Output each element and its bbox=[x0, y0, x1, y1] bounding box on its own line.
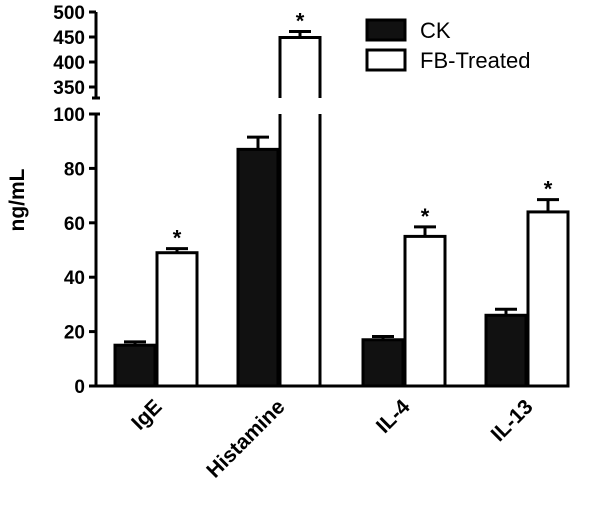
legend-swatch-FB-Treated bbox=[365, 48, 407, 72]
x-tick-label-IL-4: IL-4 bbox=[372, 395, 415, 438]
y-tick-label-400: 400 bbox=[53, 53, 85, 74]
x-tick-label-IL-13: IL-13 bbox=[487, 395, 538, 446]
bar-group-IL-4-CK bbox=[361, 334, 405, 388]
legend: CK FB-Treated bbox=[365, 18, 530, 73]
legend-label-CK: CK bbox=[420, 18, 451, 43]
bar-IL-13-FB-Treated bbox=[526, 210, 570, 388]
significance-star-IgE: * bbox=[173, 226, 182, 251]
bar-Histamine-FB-Treated-upper-fill bbox=[280, 37, 320, 98]
y-tick-label-80: 80 bbox=[64, 159, 85, 180]
bar-group-IL-13-CK bbox=[484, 307, 528, 388]
bar-group-Histamine-CK bbox=[236, 135, 280, 388]
significance-star-IL-4: * bbox=[421, 204, 430, 229]
bars: * * * * bbox=[113, 9, 570, 388]
y-tick-label-350: 350 bbox=[53, 78, 85, 99]
bar-group-IL-13-FB-Treated: * bbox=[526, 177, 570, 388]
bar-Histamine-CK bbox=[236, 147, 280, 388]
legend-swatch-CK bbox=[365, 18, 407, 42]
y-tick-label-450: 450 bbox=[53, 28, 85, 49]
y-tick-label-40: 40 bbox=[64, 268, 85, 289]
significance-star-IL-13: * bbox=[544, 177, 553, 202]
x-tick-labels: IgE Histamine IL-4 IL-13 bbox=[127, 395, 537, 482]
bar-IL-13-CK bbox=[484, 313, 528, 388]
y-tick-label-0: 0 bbox=[74, 377, 85, 398]
x-tick-label-Histamine: Histamine bbox=[202, 395, 289, 482]
bar-IL-4-CK bbox=[361, 338, 405, 388]
y-axis-title: ng/mL bbox=[6, 168, 29, 231]
y-ticks: 0 20 40 60 80 100 350 400 450 500 bbox=[53, 3, 96, 398]
y-tick-label-60: 60 bbox=[64, 214, 85, 235]
bar-group-IgE-CK bbox=[113, 340, 157, 388]
y-tick-label-20: 20 bbox=[64, 323, 85, 344]
bar-Histamine-FB-Treated-lower bbox=[278, 114, 322, 386]
y-tick-label-500: 500 bbox=[53, 3, 85, 24]
bar-group-Histamine-FB-Treated: * bbox=[278, 9, 322, 386]
significance-star-Histamine: * bbox=[296, 9, 305, 34]
bar-group-IgE-FB-Treated: * bbox=[155, 226, 199, 388]
bar-IgE-FB-Treated bbox=[155, 251, 199, 388]
legend-label-FB-Treated: FB-Treated bbox=[420, 48, 530, 73]
bar-IgE-CK bbox=[113, 343, 157, 388]
bar-IL-4-FB-Treated bbox=[403, 234, 447, 388]
x-tick-label-IgE: IgE bbox=[127, 395, 166, 434]
y-tick-label-100: 100 bbox=[53, 105, 85, 126]
bar-group-IL-4-FB-Treated: * bbox=[403, 204, 447, 388]
